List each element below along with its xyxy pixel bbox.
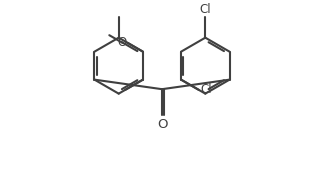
Text: O: O <box>117 36 126 49</box>
Text: Cl: Cl <box>200 3 211 16</box>
Text: O: O <box>157 118 167 131</box>
Text: Cl: Cl <box>200 83 212 96</box>
